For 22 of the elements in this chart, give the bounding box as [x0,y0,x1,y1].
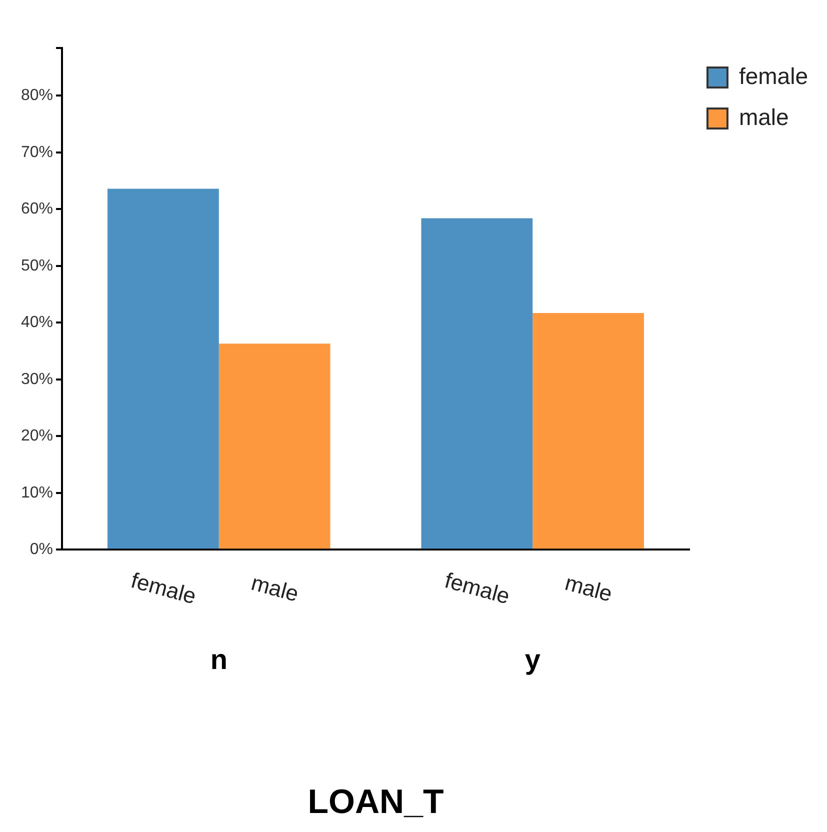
y-tick-label: 20% [20,428,54,445]
text: male [562,570,615,606]
y-tick-label: 10% [20,484,54,502]
y-tick-label: 30% [20,370,54,388]
legend-label: female [738,62,808,89]
bar [532,312,644,549]
y-tick-label: 0% [30,541,54,558]
text: female [442,568,512,609]
y-tick-label: 80% [20,87,54,104]
y-tick-label: 70% [20,144,54,161]
y-tick-label: 60% [20,200,54,218]
text: female [128,568,199,609]
x-tick-label: n [210,644,228,676]
bar [108,188,219,549]
y-tick-label: 50% [20,257,54,274]
text: male [248,570,302,606]
bar [218,344,330,549]
x-axis-title: LOAN_T [308,782,444,821]
bar [421,218,533,549]
x-tick-label: y [524,644,541,676]
legend-label: male [738,104,789,130]
y-tick-label: 40% [20,314,54,332]
